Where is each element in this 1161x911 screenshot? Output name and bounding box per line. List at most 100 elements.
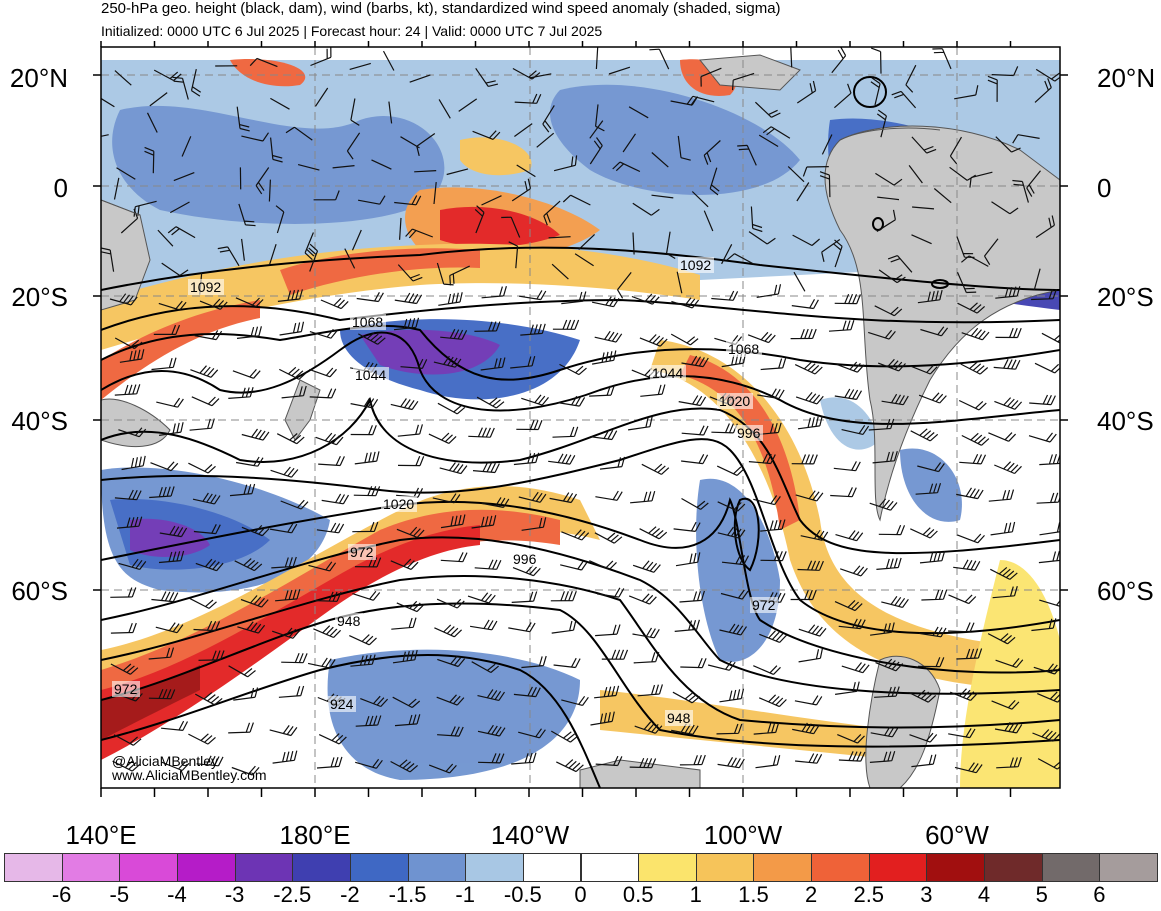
wind-barb [110,663,139,675]
wind-barb [346,132,361,160]
wind-barb [191,396,220,407]
colorbar-label: -2 [340,882,360,907]
wind-barb [281,385,307,399]
wind-barb [114,489,142,501]
lat-label-0-left: 0 [53,173,68,203]
wind-barb [433,182,437,205]
wind-barb [969,171,993,188]
wind-barb [834,599,863,612]
wind-barb [1034,78,1052,103]
wind-barb [796,80,817,104]
wind-barb [590,429,618,441]
contour-label: 1044 [355,367,386,383]
wind-barb [276,433,305,445]
wind-barb [595,490,623,501]
contour-labels: 1092 1092 1068 1068 1044 1044 1020 1020 996 996 97… [112,257,778,726]
wind-barb [353,486,381,497]
wind-barb [477,724,506,737]
wind-barb [677,135,691,161]
wind-barb [716,723,743,735]
colorbar-swatch [522,853,582,882]
wind-barb [798,648,823,663]
wind-barb [167,226,196,239]
wind-barb [277,289,303,302]
wind-barb [344,248,356,269]
wind-barb [471,515,497,529]
wind-barb [790,328,817,340]
wind-barb [195,558,224,572]
wind-barb [232,369,261,379]
lat-label-60s-right: 60°S [1097,576,1154,606]
wind-barb [519,290,547,301]
wind-barb [597,587,625,598]
wind-barb [912,206,935,210]
wind-barb [416,133,436,157]
wind-barb [794,695,823,706]
wind-barb [278,685,305,698]
wind-barb [691,191,709,208]
wind-barb [800,529,829,541]
wind-barb [439,462,468,475]
wind-barb [991,66,1019,77]
wind-barb [1037,758,1060,770]
wind-barb [285,126,313,141]
wind-barb [101,97,115,108]
wind-barb [802,166,829,177]
contour-label: 1020 [383,496,414,512]
wind-barb [835,530,864,542]
wind-barb [629,757,657,769]
wind-barb [272,627,300,639]
wind-barb [756,422,782,436]
wind-barb [949,136,963,165]
lon-label-140e: 140°E [65,820,137,850]
wind-barb [994,461,1022,475]
wind-barb [990,566,1018,580]
wind-barb [594,330,623,343]
wind-barb [189,597,217,609]
wind-barb [561,695,589,706]
wind-barb [270,137,283,163]
wind-barb [409,74,431,83]
wind-barb [241,428,270,441]
wind-barb [991,201,1019,215]
wind-barb [961,432,990,446]
wind-barb [758,694,787,708]
wind-barb [961,255,989,267]
wind-barb [279,321,305,336]
wind-barb [516,419,543,431]
wind-barb [101,134,109,137]
wind-barb [821,134,833,155]
wind-barb [236,326,262,339]
wind-barb [828,320,855,332]
wind-barb [639,526,668,540]
wind-barb [518,728,546,739]
wind-barb [700,67,722,87]
wind-barb [703,140,721,165]
wind-barb [400,358,428,369]
wind-barb [351,229,362,251]
wind-barb [948,594,977,605]
wind-barb [996,757,1022,769]
wind-barb [360,695,389,708]
wind-barb [838,618,866,630]
colorbar-swatch [465,853,524,882]
colorbar-label: 1.5 [738,882,769,907]
wind-barb [792,722,820,735]
wind-barb [350,98,360,126]
wind-barb [841,662,870,674]
wind-barb [632,232,635,255]
wind-barb [557,395,586,407]
wind-barb [508,241,519,269]
wind-barb [911,136,937,154]
wind-barb [795,392,824,405]
wind-barb [236,106,250,132]
lon-label-60w: 60°W [925,820,989,850]
wind-barb [153,324,181,335]
wind-barb [349,634,377,646]
wind-barb [874,686,900,698]
wind-barb [188,462,216,474]
wind-barb [349,62,371,70]
wind-barb [840,565,868,577]
wind-barb [995,658,1024,668]
